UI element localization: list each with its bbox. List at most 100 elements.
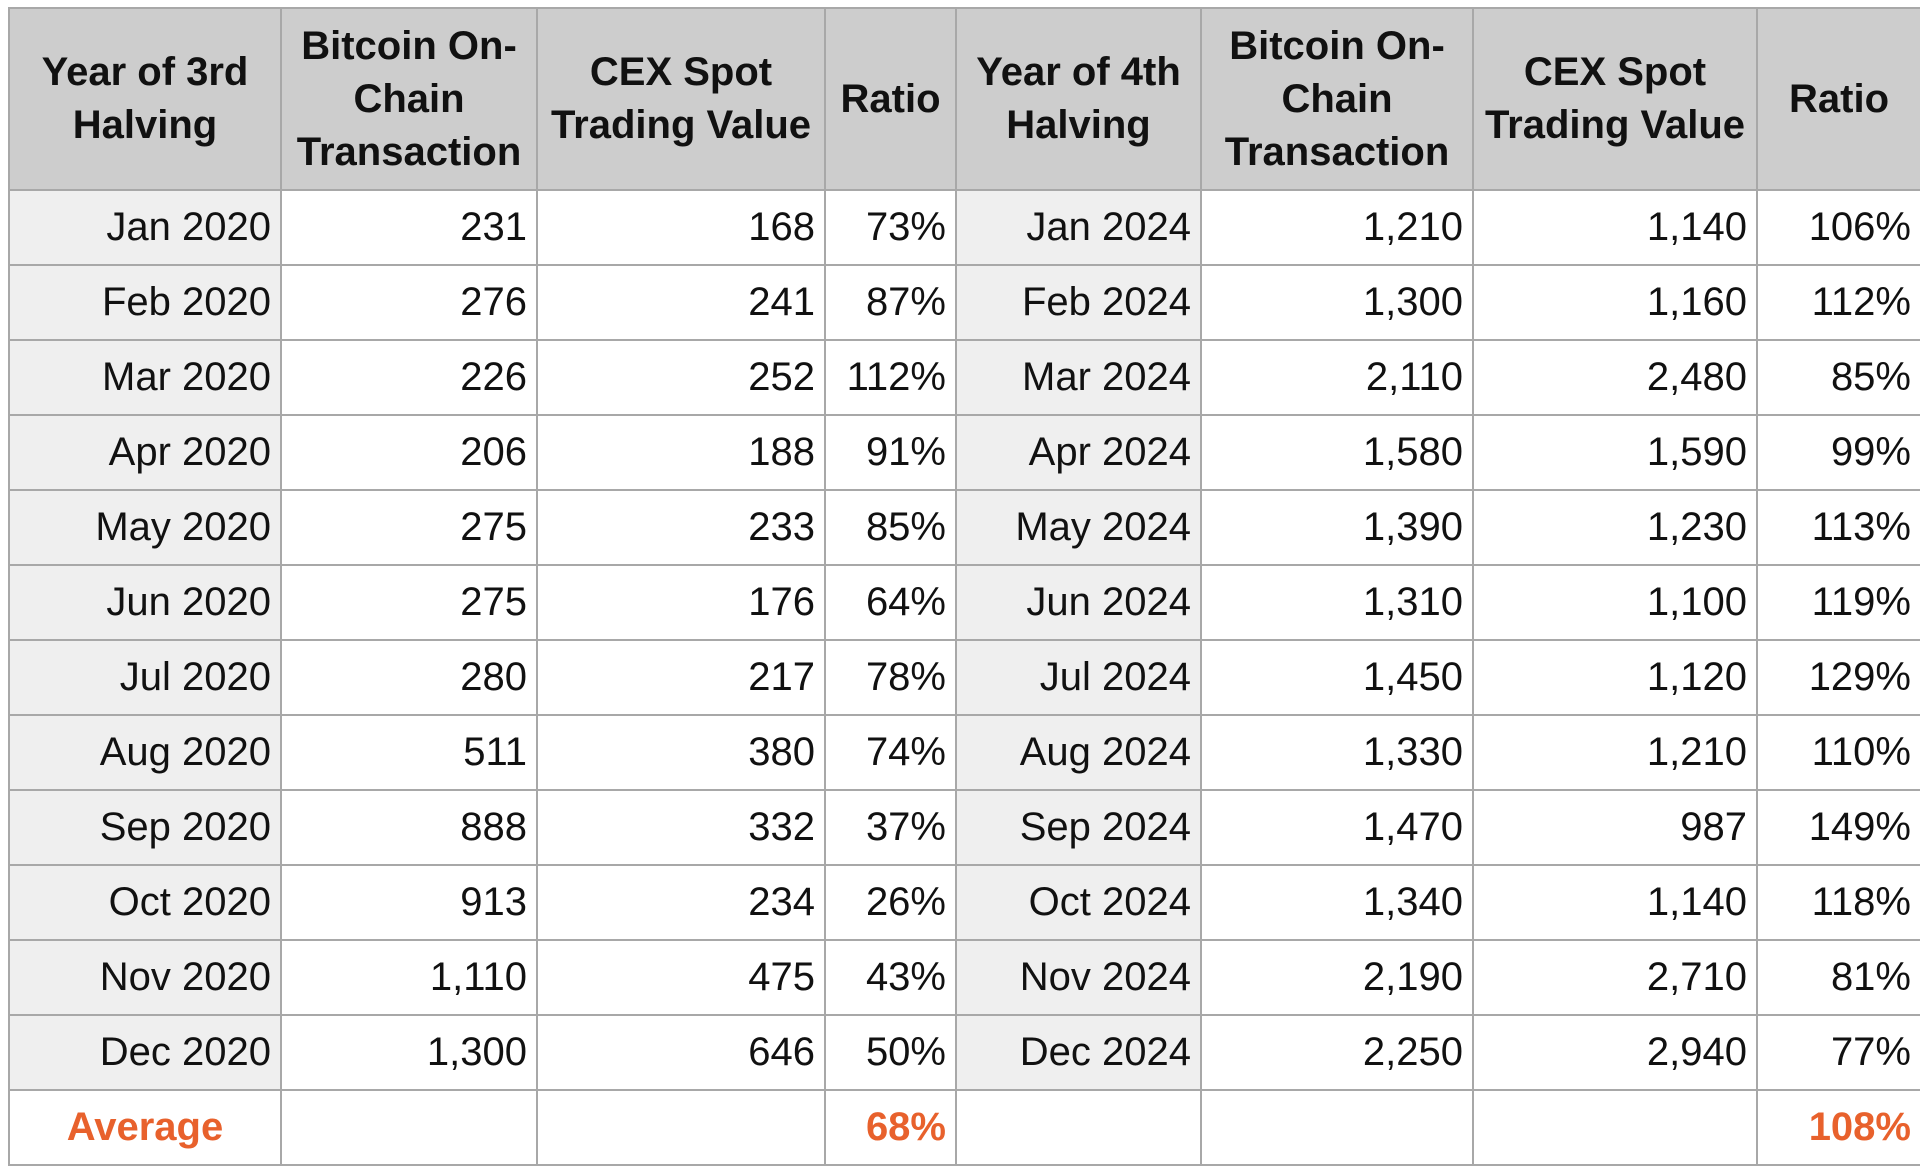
cell-onchain-4th: 1,470	[1200, 789, 1474, 866]
cell-ratio-4th: 106%	[1756, 189, 1920, 266]
header-cex-3rd: CEX Spot Trading Value	[536, 7, 826, 191]
cell-cex-3rd: 188	[536, 414, 826, 491]
cell-cex-3rd: 234	[536, 864, 826, 941]
cell-ratio-3rd: 50%	[824, 1014, 957, 1091]
halving-comparison-table: Year of 3rd Halving Bitcoin On-Chain Tra…	[8, 7, 1920, 1166]
cell-ratio-3rd: 112%	[824, 339, 957, 416]
cell-month-3rd: Jan 2020	[8, 189, 282, 266]
cell-onchain-4th: 2,110	[1200, 339, 1474, 416]
cell-ratio-4th: 113%	[1756, 489, 1920, 566]
header-ratio-3rd: Ratio	[824, 7, 957, 191]
cell-ratio-3rd: 87%	[824, 264, 957, 341]
cell-cex-3rd: 217	[536, 639, 826, 716]
cell-cex-4th: 1,140	[1472, 189, 1758, 266]
header-year-3rd-halving: Year of 3rd Halving	[8, 7, 282, 191]
header-ratio-4th: Ratio	[1756, 7, 1920, 191]
cell-month-3rd: May 2020	[8, 489, 282, 566]
cell-cex-4th: 1,210	[1472, 714, 1758, 791]
cell-month-4th: Jul 2024	[955, 639, 1202, 716]
cell-ratio-4th: 119%	[1756, 564, 1920, 641]
cell-month-4th: Dec 2024	[955, 1014, 1202, 1091]
average-empty-cell	[280, 1089, 538, 1166]
cell-month-4th: Mar 2024	[955, 339, 1202, 416]
cell-cex-4th: 987	[1472, 789, 1758, 866]
cell-onchain-3rd: 275	[280, 489, 538, 566]
cell-month-4th: Apr 2024	[955, 414, 1202, 491]
cell-month-4th: Sep 2024	[955, 789, 1202, 866]
table-row: Jun 2020 275 176 64% Jun 2024 1,310 1,100 119%	[8, 564, 1920, 641]
cell-cex-3rd: 475	[536, 939, 826, 1016]
cell-ratio-4th: 85%	[1756, 339, 1920, 416]
header-onchain-3rd: Bitcoin On-Chain Transaction	[280, 7, 538, 191]
cell-onchain-4th: 1,340	[1200, 864, 1474, 941]
table-row: Aug 2020 511 380 74% Aug 2024 1,330 1,210 110%	[8, 714, 1920, 791]
cell-onchain-4th: 1,210	[1200, 189, 1474, 266]
average-empty-cell	[955, 1089, 1202, 1166]
cell-onchain-4th: 1,300	[1200, 264, 1474, 341]
cell-cex-4th: 1,140	[1472, 864, 1758, 941]
cell-onchain-3rd: 1,110	[280, 939, 538, 1016]
header-cex-4th: CEX Spot Trading Value	[1472, 7, 1758, 191]
cell-onchain-4th: 1,580	[1200, 414, 1474, 491]
cell-cex-3rd: 646	[536, 1014, 826, 1091]
cell-cex-4th: 1,230	[1472, 489, 1758, 566]
cell-cex-3rd: 176	[536, 564, 826, 641]
cell-cex-4th: 1,590	[1472, 414, 1758, 491]
cell-month-3rd: Jul 2020	[8, 639, 282, 716]
cell-month-3rd: Dec 2020	[8, 1014, 282, 1091]
table-row: Nov 2020 1,110 475 43% Nov 2024 2,190 2,710 81%	[8, 939, 1920, 1016]
cell-onchain-4th: 1,310	[1200, 564, 1474, 641]
cell-ratio-4th: 112%	[1756, 264, 1920, 341]
cell-onchain-4th: 2,250	[1200, 1014, 1474, 1091]
cell-month-3rd: Nov 2020	[8, 939, 282, 1016]
cell-onchain-3rd: 280	[280, 639, 538, 716]
cell-onchain-3rd: 913	[280, 864, 538, 941]
cell-cex-3rd: 380	[536, 714, 826, 791]
cell-cex-3rd: 241	[536, 264, 826, 341]
cell-onchain-3rd: 888	[280, 789, 538, 866]
average-empty-cell	[536, 1089, 826, 1166]
cell-month-4th: Oct 2024	[955, 864, 1202, 941]
cell-onchain-3rd: 226	[280, 339, 538, 416]
cell-ratio-3rd: 43%	[824, 939, 957, 1016]
average-empty-cell	[1472, 1089, 1758, 1166]
table-row: Oct 2020 913 234 26% Oct 2024 1,340 1,140 118%	[8, 864, 1920, 941]
cell-month-4th: May 2024	[955, 489, 1202, 566]
table-row: Feb 2020 276 241 87% Feb 2024 1,300 1,160 112%	[8, 264, 1920, 341]
cell-ratio-4th: 129%	[1756, 639, 1920, 716]
cell-month-4th: Nov 2024	[955, 939, 1202, 1016]
cell-onchain-4th: 1,450	[1200, 639, 1474, 716]
table-row: Mar 2020 226 252 112% Mar 2024 2,110 2,480 85%	[8, 339, 1920, 416]
cell-cex-4th: 2,480	[1472, 339, 1758, 416]
cell-onchain-3rd: 276	[280, 264, 538, 341]
cell-cex-4th: 2,710	[1472, 939, 1758, 1016]
average-ratio-4th: 108%	[1756, 1089, 1920, 1166]
cell-cex-4th: 1,120	[1472, 639, 1758, 716]
cell-month-3rd: Apr 2020	[8, 414, 282, 491]
table-row: Apr 2020 206 188 91% Apr 2024 1,580 1,590 99%	[8, 414, 1920, 491]
cell-month-4th: Feb 2024	[955, 264, 1202, 341]
cell-month-3rd: Oct 2020	[8, 864, 282, 941]
cell-month-3rd: Jun 2020	[8, 564, 282, 641]
header-onchain-4th: Bitcoin On-Chain Transaction	[1200, 7, 1474, 191]
cell-ratio-3rd: 37%	[824, 789, 957, 866]
header-year-4th-halving: Year of 4th Halving	[955, 7, 1202, 191]
cell-ratio-4th: 81%	[1756, 939, 1920, 1016]
average-label: Average	[8, 1089, 282, 1166]
cell-month-3rd: Aug 2020	[8, 714, 282, 791]
cell-onchain-3rd: 1,300	[280, 1014, 538, 1091]
cell-cex-3rd: 168	[536, 189, 826, 266]
cell-ratio-4th: 99%	[1756, 414, 1920, 491]
table-row: Dec 2020 1,300 646 50% Dec 2024 2,250 2,940 77%	[8, 1014, 1920, 1091]
cell-cex-4th: 1,160	[1472, 264, 1758, 341]
cell-month-4th: Aug 2024	[955, 714, 1202, 791]
cell-cex-4th: 1,100	[1472, 564, 1758, 641]
cell-cex-3rd: 233	[536, 489, 826, 566]
cell-cex-3rd: 332	[536, 789, 826, 866]
cell-month-3rd: Feb 2020	[8, 264, 282, 341]
cell-ratio-3rd: 85%	[824, 489, 957, 566]
cell-ratio-3rd: 64%	[824, 564, 957, 641]
cell-ratio-3rd: 78%	[824, 639, 957, 716]
cell-onchain-4th: 1,330	[1200, 714, 1474, 791]
